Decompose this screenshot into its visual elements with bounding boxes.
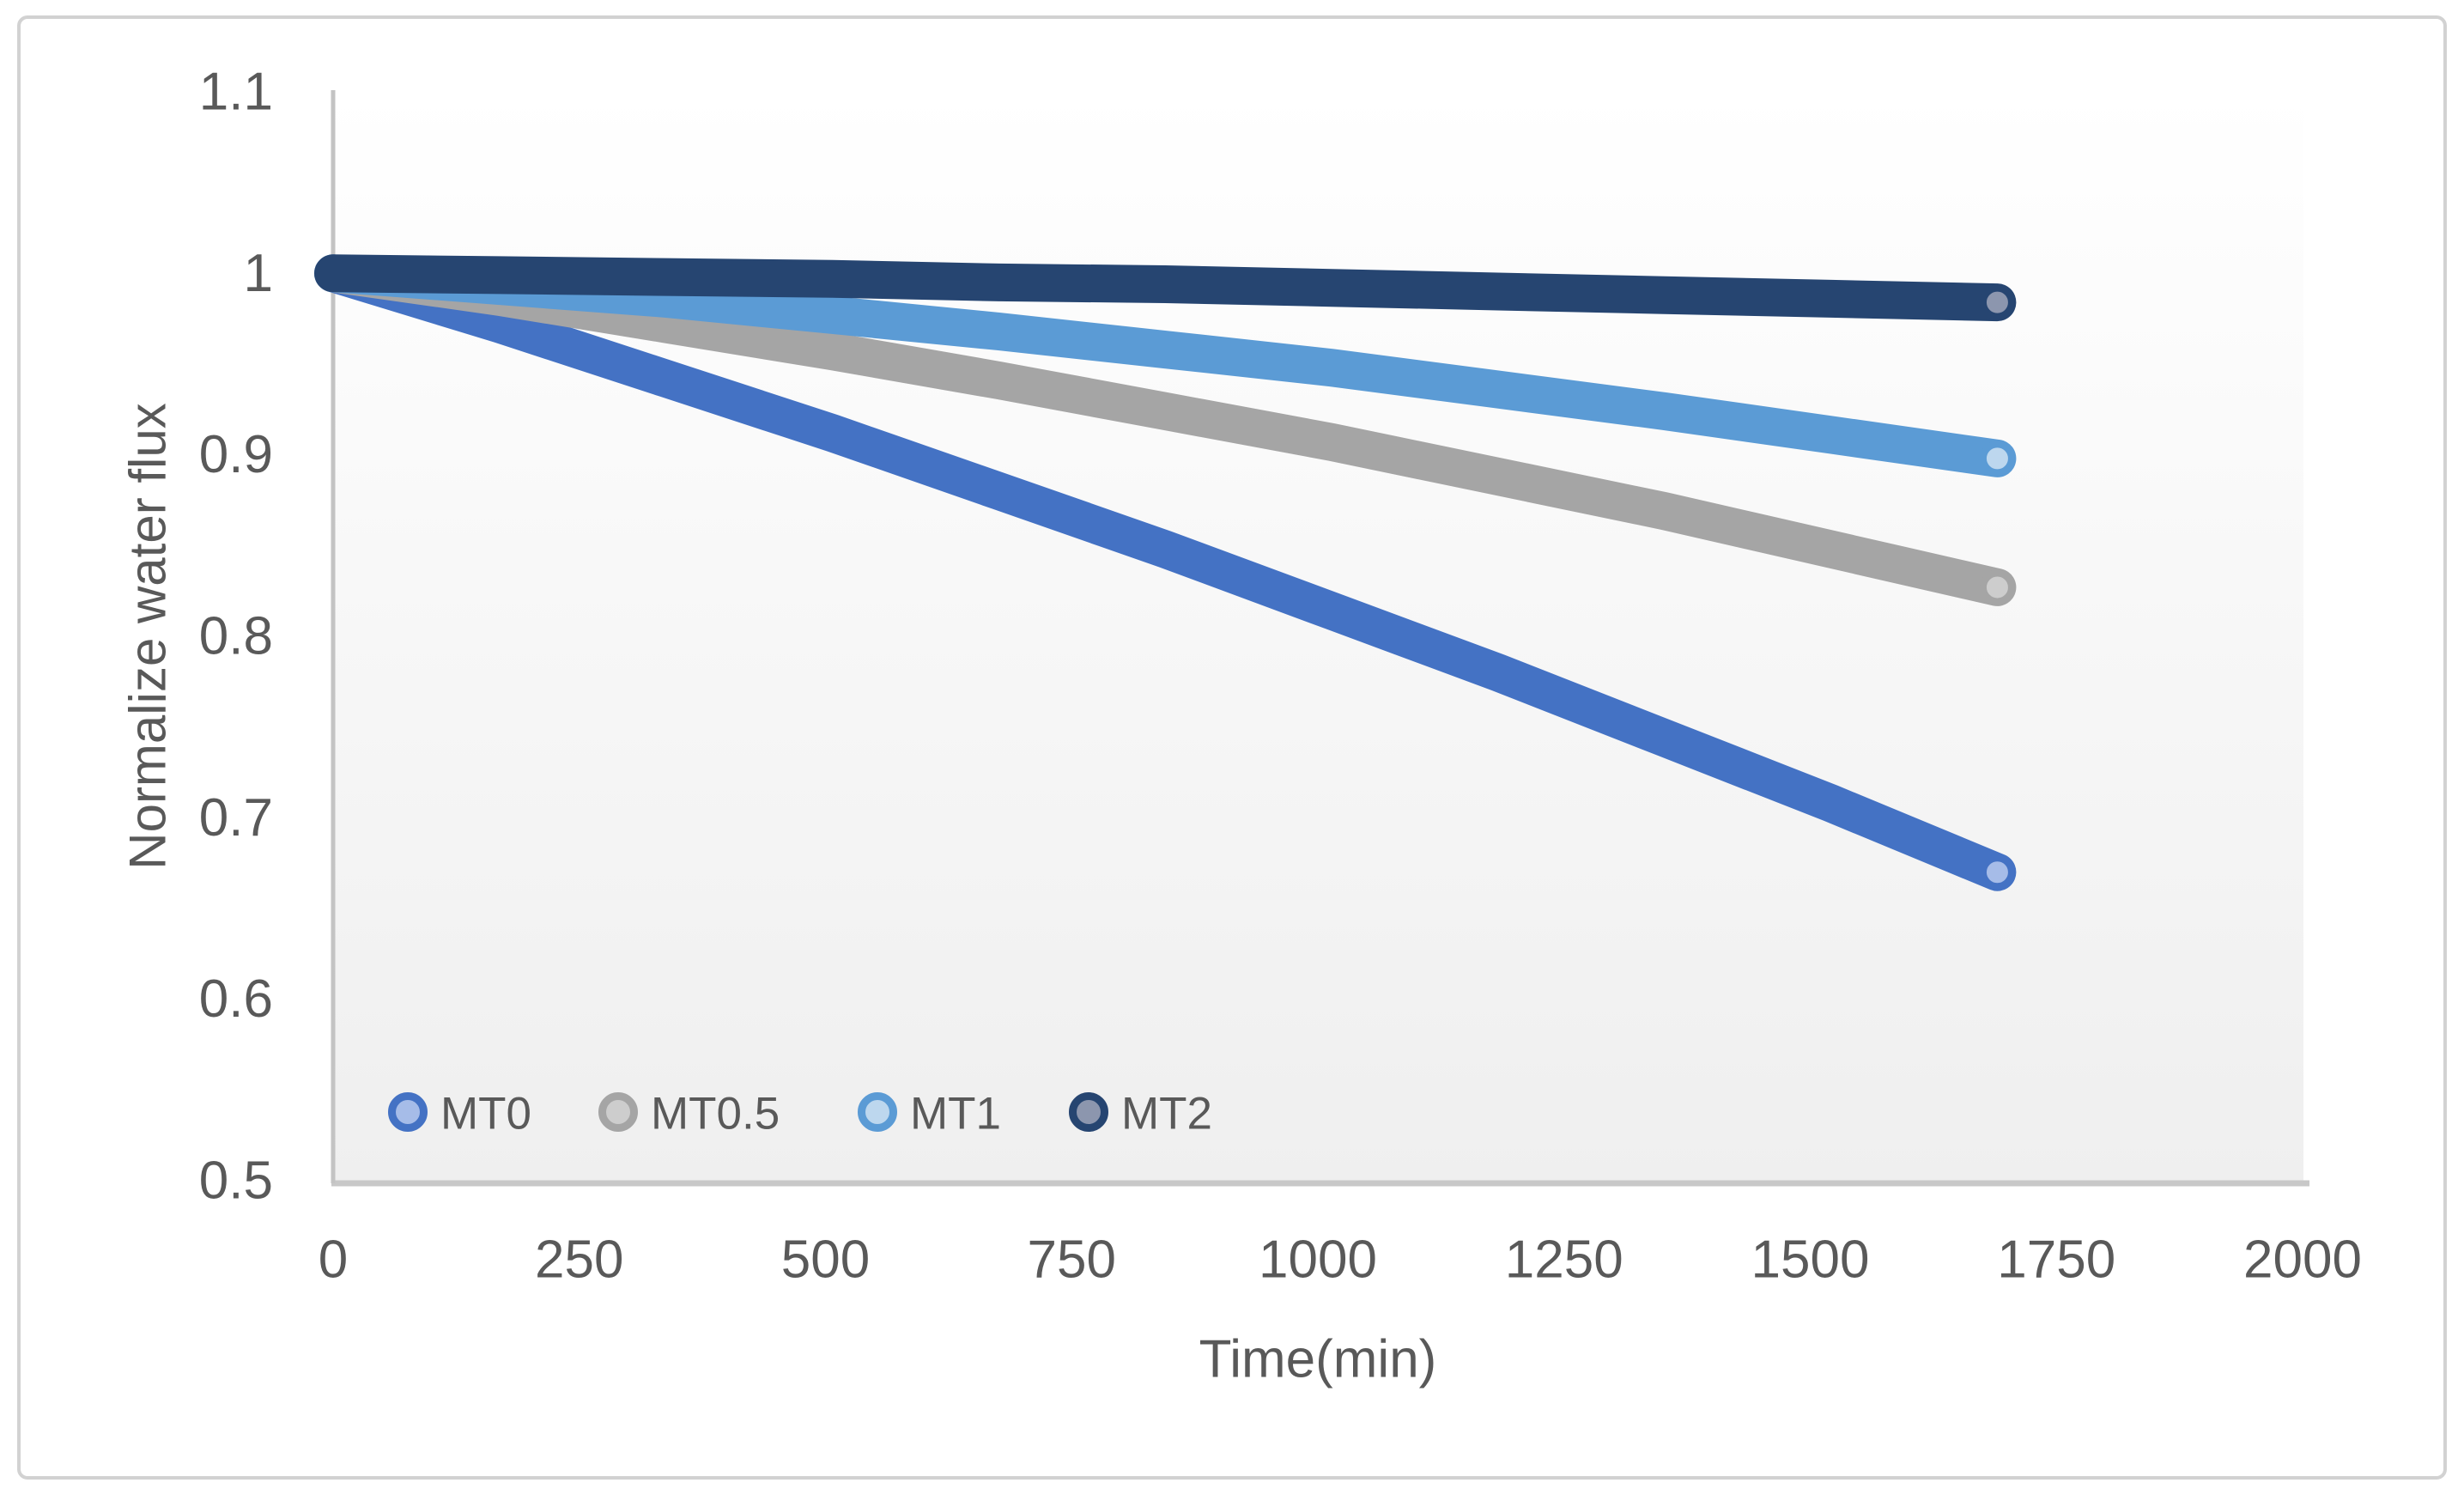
y-tick-label-0.7: 0.7	[199, 788, 273, 848]
series-line-MT2	[314, 254, 2017, 322]
plot-area	[333, 92, 2303, 1181]
x-tick-label-1250: 1250	[1505, 1231, 1623, 1290]
x-tick-label-1000: 1000	[1259, 1231, 1377, 1290]
legend: MT0 MT0.5 MT1 MT2	[388, 1089, 1212, 1139]
y-tick-label-0.8: 0.8	[199, 607, 273, 666]
legend-marker-mt2	[1069, 1092, 1108, 1132]
series-endpoint-MT2	[1979, 284, 2015, 320]
y-tick-label-0.9: 0.9	[199, 425, 273, 484]
legend-item-mt1: MT1	[858, 1089, 1001, 1139]
y-tick-label-1: 1	[244, 244, 273, 303]
series-endpoint-MT0.5	[1979, 569, 2015, 605]
y-tick-label-0.6: 0.6	[199, 969, 273, 1029]
x-tick-label-1500: 1500	[1751, 1231, 1870, 1290]
x-tick-label-250: 250	[535, 1231, 623, 1290]
x-tick-label-500: 500	[781, 1231, 870, 1290]
legend-marker-mt0	[388, 1092, 428, 1132]
legend-item-mt0: MT0	[388, 1089, 531, 1139]
series-line-MT0	[314, 254, 2017, 891]
y-axis-title: Normalize water flux	[119, 403, 177, 870]
series-layer	[314, 254, 2017, 891]
legend-label-mt0: MT0	[440, 1089, 531, 1139]
legend-item-mt0.5: MT0.5	[598, 1089, 780, 1139]
series-endpoint-MT0	[1979, 854, 2015, 890]
legend-label-mt0.5: MT0.5	[651, 1089, 780, 1139]
x-tick-label-2000: 2000	[2243, 1231, 2362, 1290]
series-endpoint-MT1	[1979, 441, 2015, 477]
x-tick-label-750: 750	[1028, 1231, 1116, 1290]
legend-marker-mt1	[858, 1092, 897, 1132]
y-tick-label-0.5: 0.5	[199, 1152, 273, 1211]
x-axis-title: Time(min)	[1199, 1330, 1437, 1389]
series-line-MT0.5	[314, 254, 2017, 606]
x-tick-label-0: 0	[319, 1231, 348, 1290]
y-tick-label-1.1: 1.1	[199, 63, 273, 122]
legend-item-mt2: MT2	[1069, 1089, 1212, 1139]
legend-label-mt1: MT1	[910, 1089, 1001, 1139]
legend-marker-mt0.5	[598, 1092, 638, 1132]
legend-label-mt2: MT2	[1121, 1089, 1212, 1139]
x-tick-label-1750: 1750	[1997, 1231, 2115, 1290]
axis-tick-labels: 1.1 1 0.9 0.8 0.7 0.6 0.5 0 250 500 750 1000 1250 150…	[199, 63, 2362, 1290]
